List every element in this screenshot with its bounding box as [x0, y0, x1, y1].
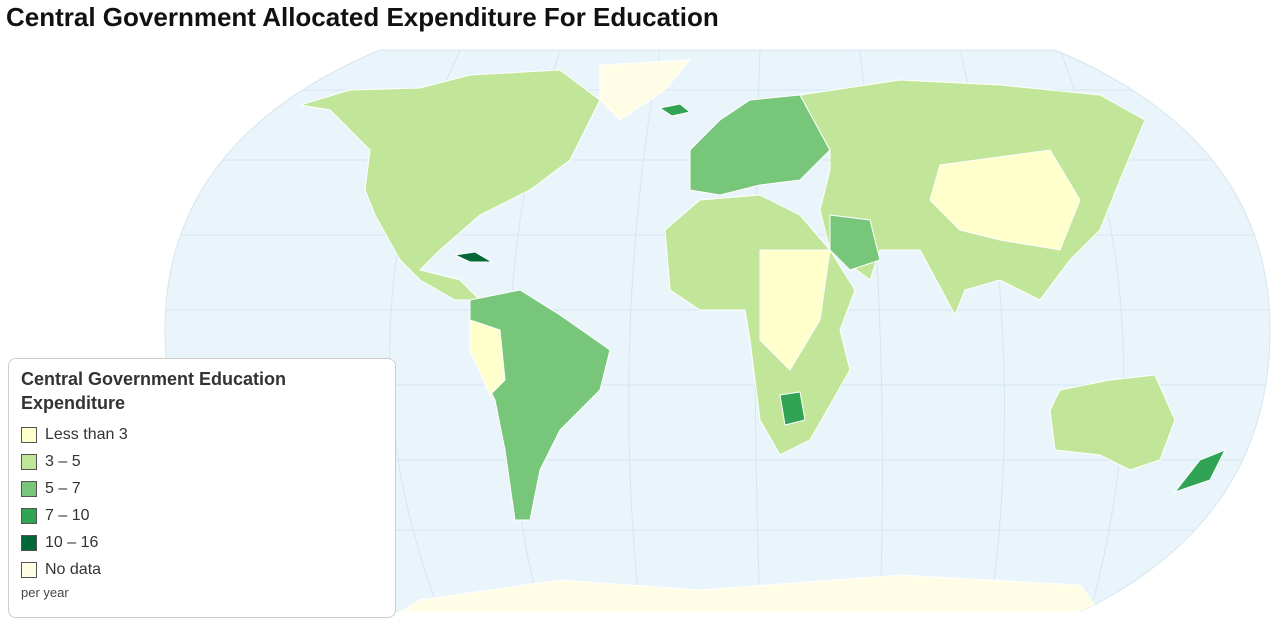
legend-item: 7 – 10 — [21, 502, 383, 529]
legend-swatch — [21, 561, 37, 578]
countries — [299, 59, 1227, 612]
legend-item: 3 – 5 — [21, 448, 383, 475]
legend-title: Central Government Education Expenditure — [21, 369, 287, 413]
legend-label: 10 – 16 — [45, 533, 99, 551]
legend-item: 5 – 7 — [21, 475, 383, 502]
legend-label: Less than 3 — [45, 425, 128, 443]
legend-swatch — [21, 453, 37, 470]
legend-swatch — [21, 534, 37, 551]
legend-item: No data — [21, 556, 383, 583]
legend-swatch — [21, 507, 37, 524]
legend: Central Government Education Expenditure… — [8, 358, 396, 618]
legend-items: Less than 3 3 – 5 5 – 7 7 – 10 10 – 16 No dat… — [21, 421, 383, 583]
legend-item: 10 – 16 — [21, 529, 383, 556]
legend-label: 3 – 5 — [45, 452, 81, 470]
legend-item: Less than 3 — [21, 421, 383, 448]
legend-label: 5 – 7 — [45, 479, 81, 497]
legend-note: per year — [21, 585, 69, 600]
legend-swatch — [21, 480, 37, 497]
legend-label: 7 – 10 — [45, 506, 90, 524]
legend-swatch — [21, 426, 37, 443]
legend-label: No data — [45, 560, 102, 578]
chart-title: Central Government Allocated Expenditure… — [6, 2, 719, 32]
